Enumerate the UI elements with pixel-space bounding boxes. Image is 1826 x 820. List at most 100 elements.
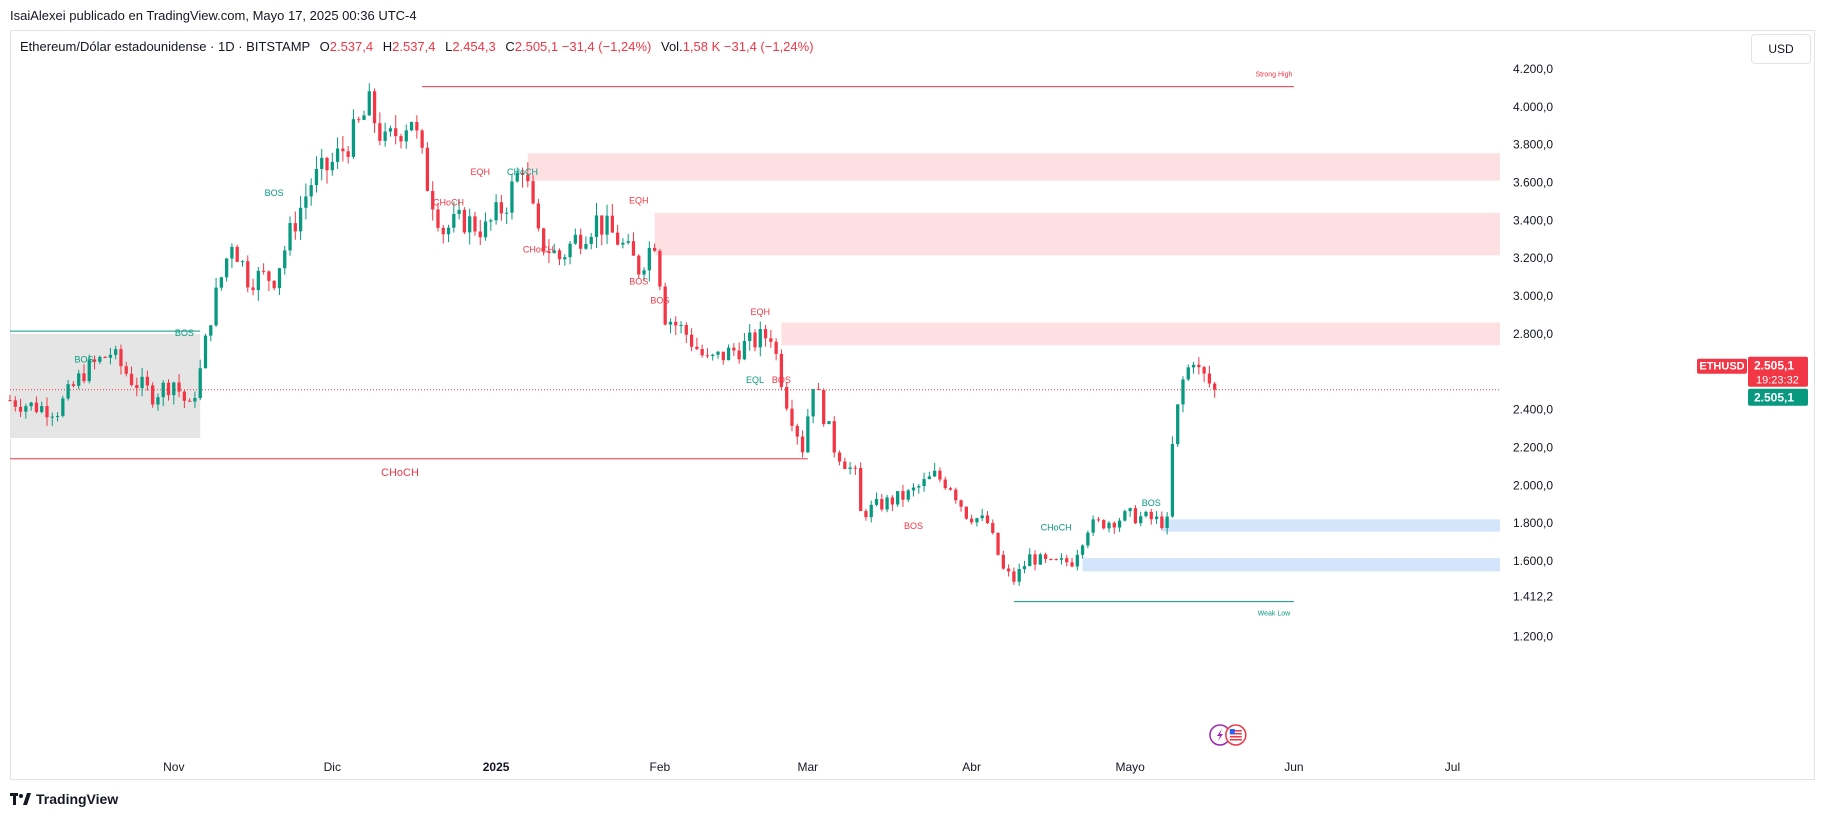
candle-body[interactable] (1197, 364, 1201, 368)
candle-body[interactable] (235, 246, 239, 262)
candle-body[interactable] (520, 172, 525, 175)
candle-body[interactable] (13, 400, 17, 407)
candle-body[interactable] (626, 241, 630, 243)
candle-body[interactable] (388, 128, 393, 132)
candle-body[interactable] (119, 349, 123, 367)
candle-body[interactable] (515, 172, 519, 182)
candle-body[interactable] (457, 209, 461, 214)
candle-body[interactable] (795, 425, 799, 437)
candle-body[interactable] (573, 234, 577, 244)
candle-body[interactable] (40, 406, 44, 413)
candle-body[interactable] (615, 232, 620, 245)
candle-body[interactable] (293, 223, 297, 232)
candle-body[interactable] (1043, 554, 1048, 559)
candle-body[interactable] (29, 402, 33, 407)
candle-body[interactable] (790, 408, 794, 426)
candle-body[interactable] (896, 491, 900, 505)
candle-body[interactable] (1075, 554, 1079, 567)
candle-body[interactable] (922, 479, 926, 487)
candle-body[interactable] (610, 215, 614, 233)
candle-body[interactable] (563, 257, 567, 260)
candle-body[interactable] (568, 243, 572, 258)
candle-body[interactable] (779, 353, 784, 387)
candle-body[interactable] (473, 216, 477, 232)
candle-body[interactable] (341, 148, 345, 152)
candle-body[interactable] (1022, 566, 1027, 569)
candle-body[interactable] (203, 335, 208, 369)
candle-body[interactable] (24, 406, 28, 412)
candle-body[interactable] (330, 161, 334, 171)
candle-body[interactable] (82, 373, 86, 382)
candle-body[interactable] (969, 518, 974, 523)
candle-body[interactable] (367, 91, 371, 116)
candle-body[interactable] (943, 479, 947, 489)
candle-body[interactable] (1028, 554, 1032, 567)
candle-body[interactable] (251, 287, 255, 291)
currency-button[interactable]: USD (1751, 34, 1811, 64)
candle-body[interactable] (1176, 404, 1180, 445)
candle-body[interactable] (8, 400, 12, 402)
candle-body[interactable] (980, 515, 984, 519)
candle-body[interactable] (50, 416, 54, 418)
candle-body[interactable] (219, 277, 223, 288)
candle-body[interactable] (1038, 554, 1042, 565)
candle-body[interactable] (177, 382, 181, 392)
candle-body[interactable] (452, 213, 456, 228)
candle-body[interactable] (277, 268, 282, 289)
candle-body[interactable] (394, 128, 398, 137)
candle-body[interactable] (732, 347, 736, 351)
candle-body[interactable] (975, 518, 979, 523)
candle-body[interactable] (1154, 516, 1159, 520)
candle-body[interactable] (1123, 511, 1127, 521)
candle-body[interactable] (288, 223, 292, 251)
candle-body[interactable] (711, 354, 715, 356)
candle-body[interactable] (108, 354, 113, 358)
candle-body[interactable] (679, 325, 683, 327)
candle-body[interactable] (726, 347, 731, 361)
candle-body[interactable] (409, 122, 414, 131)
candle-body[interactable] (346, 151, 350, 157)
candle-body[interactable] (124, 366, 128, 374)
candle-body[interactable] (800, 436, 805, 453)
candle-body[interactable] (1213, 383, 1217, 390)
candle-body[interactable] (885, 497, 889, 510)
candle-body[interactable] (256, 270, 260, 291)
candle-body[interactable] (542, 228, 546, 252)
candle-body[interactable] (674, 321, 678, 326)
candle-body[interactable] (1139, 516, 1143, 524)
candle-body[interactable] (224, 258, 229, 278)
candle-body[interactable] (700, 349, 704, 356)
candle-body[interactable] (737, 350, 741, 360)
candle-body[interactable] (425, 147, 430, 192)
candle-body[interactable] (843, 461, 847, 469)
candle-body[interactable] (1191, 364, 1196, 368)
candle-body[interactable] (325, 157, 329, 171)
us-flag-icon[interactable] (1225, 724, 1247, 746)
candle-body[interactable] (298, 207, 303, 232)
candle-body[interactable] (71, 384, 76, 386)
candle-body[interactable] (140, 376, 144, 389)
candle-body[interactable] (18, 406, 23, 412)
candle-body[interactable] (774, 341, 778, 354)
candle-body[interactable] (214, 287, 218, 326)
candle-body[interactable] (557, 250, 562, 260)
candle-body[interactable] (66, 384, 70, 399)
candle-body[interactable] (462, 209, 467, 233)
candle-body[interactable] (837, 452, 842, 462)
candle-body[interactable] (45, 406, 49, 418)
candle-body[interactable] (763, 329, 768, 339)
candle-body[interactable] (832, 421, 836, 453)
candle-body[interactable] (917, 486, 921, 488)
candle-body[interactable] (933, 470, 937, 477)
candle-body[interactable] (1144, 511, 1148, 517)
candle-body[interactable] (499, 202, 504, 214)
candle-body[interactable] (853, 467, 858, 469)
candle-body[interactable] (1033, 554, 1037, 565)
candle-body[interactable] (874, 499, 879, 505)
candle-body[interactable] (748, 332, 752, 342)
candle-body[interactable] (415, 122, 419, 131)
candle-body[interactable] (721, 351, 725, 361)
candle-body[interactable] (362, 115, 366, 120)
candle-body[interactable] (383, 131, 387, 141)
